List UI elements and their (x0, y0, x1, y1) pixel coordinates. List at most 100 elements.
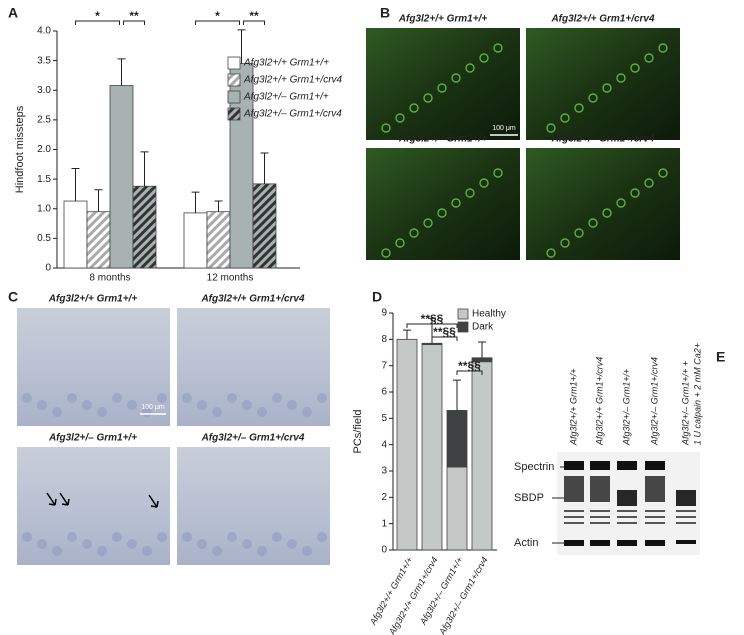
cell (272, 393, 282, 403)
cell (658, 43, 668, 53)
cell (479, 178, 489, 188)
cell (227, 393, 237, 403)
cell (287, 539, 297, 549)
legend-label: Healthy (472, 309, 506, 320)
significance-bracket (406, 323, 458, 328)
cell (157, 393, 167, 403)
error-bar (403, 329, 411, 340)
band (590, 510, 610, 512)
cell (630, 188, 640, 198)
bar (109, 85, 134, 269)
y-tick-label: 3.0 (37, 85, 51, 96)
band (676, 510, 696, 512)
cell (423, 93, 433, 103)
legend-swatch (227, 107, 241, 121)
error-bar (191, 191, 200, 213)
cell (588, 218, 598, 228)
band (617, 490, 637, 506)
cell (52, 546, 62, 556)
cell (658, 168, 668, 178)
cell (437, 208, 447, 218)
band (564, 476, 584, 502)
lane-label: Afg3l2+/– Grm1+/crv4 (649, 357, 659, 446)
legend-label: Dark (472, 322, 494, 333)
cell (465, 63, 475, 73)
cell (451, 73, 461, 83)
cell (197, 400, 207, 410)
cell (493, 43, 503, 53)
cell (82, 539, 92, 549)
band (645, 476, 665, 502)
significance-label: * (215, 9, 220, 23)
error-bar (117, 58, 126, 86)
significance-label: **§§ (433, 325, 456, 339)
bar (446, 410, 468, 468)
cell (67, 532, 77, 542)
significance-label: ** (249, 9, 259, 23)
band (617, 510, 637, 512)
band-label: Actin (514, 537, 538, 549)
x-tick-label: 8 months (89, 273, 130, 284)
micrograph (366, 148, 520, 260)
cell (395, 238, 405, 248)
y-tick-label: 0 (381, 545, 387, 556)
cell (302, 546, 312, 556)
band (676, 540, 696, 544)
band (590, 461, 610, 470)
significance-bracket (431, 336, 458, 341)
cell (112, 532, 122, 542)
significance-label: ** (129, 9, 139, 23)
cell (546, 248, 556, 258)
bar (183, 212, 208, 269)
figure-content: A 0 0.5 1.0 1.5 2.0 2.5 3.0 3.5 4.0 Hindfoot misst… (8, 5, 725, 635)
cell (182, 393, 192, 403)
bar (396, 338, 418, 551)
cell (644, 178, 654, 188)
cell (127, 539, 137, 549)
band (564, 510, 584, 512)
band (676, 516, 696, 518)
cell (616, 73, 626, 83)
cell (127, 400, 137, 410)
scale-bar-label: 100 μm (141, 404, 165, 411)
band-label: Spectrin (514, 461, 554, 473)
cell (182, 532, 192, 542)
error-bar (453, 379, 461, 411)
image-label: Afg3l2+/+ Grm1+/+ (48, 294, 138, 305)
y-tick-label: 3 (381, 466, 387, 477)
cell (212, 546, 222, 556)
error-bar (478, 341, 486, 358)
band (590, 476, 610, 502)
legend-swatch (227, 90, 241, 104)
y-tick-label: 0 (45, 263, 51, 274)
cell (67, 393, 77, 403)
y-tick-label: 1.5 (37, 174, 51, 185)
cell (82, 400, 92, 410)
image-label: Afg3l2+/+ Grm1+/crv4 (550, 14, 655, 25)
x-tick-label: Afg3l2+/+ Grm1+/+ (367, 555, 414, 627)
lane-label: Afg3l2+/+ Grm1+/+ (568, 368, 578, 446)
micrograph (526, 28, 680, 140)
panel-letter: D (372, 289, 382, 305)
image-label: Afg3l2+/+ Grm1+/crv4 (200, 294, 305, 305)
cell (242, 400, 252, 410)
band (645, 461, 665, 470)
cell (317, 393, 327, 403)
arrow (59, 492, 70, 506)
band (645, 540, 665, 546)
error-bar (260, 152, 269, 184)
band (617, 540, 637, 546)
cell (381, 123, 391, 133)
cell (630, 63, 640, 73)
cell (242, 539, 252, 549)
y-tick-label: 4 (381, 439, 387, 450)
significance-bracket (75, 20, 120, 25)
y-tick-label: 9 (381, 308, 387, 319)
cell (287, 400, 297, 410)
y-tick-label: 2.5 (37, 115, 51, 126)
cell (560, 238, 570, 248)
cell (588, 93, 598, 103)
cell (602, 208, 612, 218)
band (617, 522, 637, 524)
